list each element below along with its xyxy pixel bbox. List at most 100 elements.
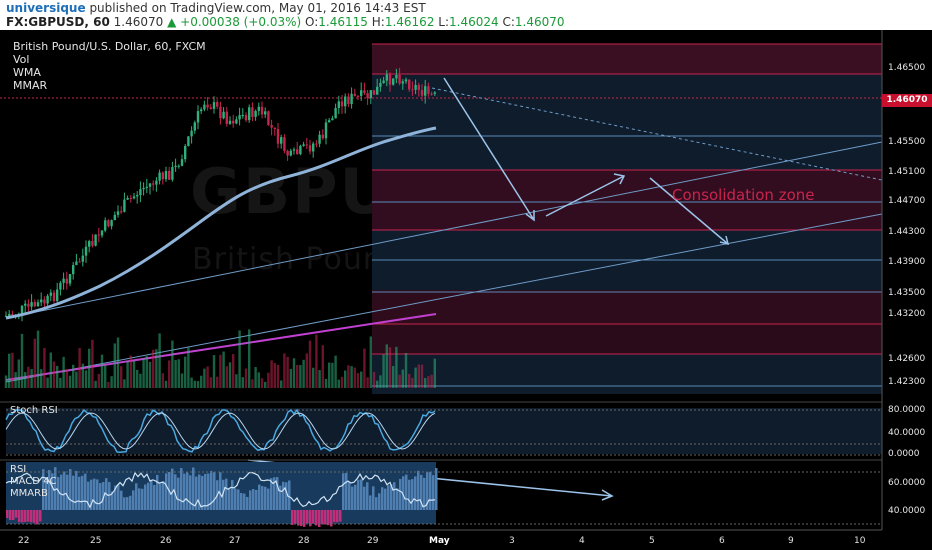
macd-bar bbox=[324, 510, 327, 525]
time-tick: 9 bbox=[788, 536, 794, 546]
candle-body bbox=[350, 93, 353, 105]
macd-bar bbox=[297, 510, 300, 526]
volume-bar bbox=[193, 380, 196, 388]
volume-bar bbox=[177, 359, 180, 388]
volume-bar bbox=[385, 344, 388, 388]
macd-bar bbox=[21, 510, 24, 523]
macd-bar bbox=[363, 486, 366, 510]
candle-body bbox=[155, 180, 158, 185]
macd-bar bbox=[141, 488, 144, 510]
macd-bar bbox=[273, 477, 276, 510]
high-label: H: bbox=[371, 15, 385, 29]
zone-band-red bbox=[372, 324, 882, 354]
volume-bar bbox=[404, 353, 408, 388]
volume-bar bbox=[356, 373, 360, 388]
candle-body bbox=[52, 292, 56, 302]
macd-bar bbox=[288, 480, 291, 510]
macd-bar bbox=[78, 476, 81, 510]
price-tick: 1.42600 bbox=[888, 354, 926, 364]
price-tick: 1.42300 bbox=[888, 377, 926, 387]
chart-canvas[interactable] bbox=[0, 30, 932, 550]
legend-wma: WMA bbox=[13, 66, 41, 79]
candle-body bbox=[286, 150, 289, 156]
macd-bar bbox=[129, 495, 132, 510]
volume-bar bbox=[283, 353, 286, 388]
candle-body bbox=[417, 85, 420, 91]
stoch-tick: 0.0000 bbox=[888, 449, 920, 459]
macd-bar bbox=[261, 486, 264, 510]
volume-bar bbox=[382, 354, 385, 388]
candle-body bbox=[94, 234, 97, 246]
macd-bar bbox=[228, 487, 231, 510]
candle-body bbox=[136, 195, 139, 197]
candle-body bbox=[289, 150, 292, 156]
volume-bar bbox=[372, 372, 376, 388]
macd-bar bbox=[132, 490, 135, 510]
volume-bar bbox=[414, 367, 417, 388]
macd-bar bbox=[144, 484, 147, 510]
volume-bar bbox=[17, 359, 20, 388]
candle-body bbox=[65, 278, 68, 284]
candle-body bbox=[270, 125, 273, 128]
macd-bar bbox=[162, 481, 165, 510]
volume-bar bbox=[84, 370, 88, 388]
volume-bar bbox=[171, 340, 174, 388]
macd-bar bbox=[252, 488, 255, 510]
candle-body bbox=[68, 274, 72, 284]
volume-bar bbox=[36, 330, 40, 388]
candle-body bbox=[49, 292, 52, 296]
volume-bar bbox=[257, 372, 260, 388]
time-tick: 22 bbox=[18, 536, 30, 546]
volume-bar bbox=[155, 349, 158, 388]
volume-bar bbox=[97, 373, 100, 388]
price-tick: 1.46500 bbox=[888, 63, 926, 73]
macd-bar bbox=[54, 467, 57, 510]
author-link[interactable]: universique bbox=[6, 1, 86, 15]
volume-bar bbox=[139, 373, 142, 388]
macd-bar bbox=[348, 481, 351, 510]
macd-bar bbox=[321, 510, 324, 525]
chart-area[interactable]: GBPUSD, 60 British Pound/U.S. Dollar bbox=[0, 30, 932, 550]
macd-bar bbox=[333, 510, 336, 523]
candle-body bbox=[113, 214, 116, 221]
macd-bar bbox=[111, 491, 114, 510]
candle-body bbox=[203, 104, 206, 110]
macd-bar bbox=[339, 510, 342, 522]
price-tick: 1.43200 bbox=[888, 309, 926, 319]
macd-bar bbox=[351, 486, 354, 510]
macd-bar bbox=[396, 488, 399, 510]
macd-bar bbox=[342, 473, 345, 510]
volume-bar bbox=[14, 372, 17, 388]
macd-bar bbox=[300, 510, 303, 527]
volume-bar bbox=[174, 359, 177, 388]
volume-bar bbox=[65, 369, 68, 388]
candle-body bbox=[43, 299, 46, 304]
current-price-tag: 1.46070 bbox=[882, 94, 932, 107]
stoch-rsi-label: Stoch RSI bbox=[10, 405, 58, 416]
candle-body bbox=[193, 122, 196, 131]
volume-bar bbox=[20, 333, 24, 388]
macd-bar bbox=[291, 510, 294, 525]
candle-body bbox=[356, 95, 360, 97]
volume-bar bbox=[395, 346, 398, 388]
candle-body bbox=[267, 111, 270, 126]
volume-bar bbox=[315, 334, 318, 388]
zone-lines-red bbox=[372, 43, 882, 355]
macd-bar bbox=[156, 474, 159, 510]
published-text: published on TradingView.com, May 01, 20… bbox=[89, 1, 426, 15]
candle-body bbox=[280, 137, 283, 144]
candle-body bbox=[164, 170, 168, 180]
volume-bar bbox=[104, 365, 107, 388]
macd-bar bbox=[243, 493, 246, 510]
candle-body bbox=[139, 189, 142, 196]
stoch-d-line bbox=[5, 412, 436, 450]
trendline-upper bbox=[5, 141, 883, 319]
volume-bar bbox=[88, 348, 91, 388]
macd-bar bbox=[408, 479, 411, 510]
candle-body bbox=[11, 314, 14, 316]
volume-bar bbox=[196, 381, 200, 388]
volume-bar bbox=[11, 352, 14, 388]
macd-bar bbox=[99, 483, 102, 510]
volume-bar bbox=[132, 360, 136, 388]
candle-body bbox=[331, 118, 334, 121]
